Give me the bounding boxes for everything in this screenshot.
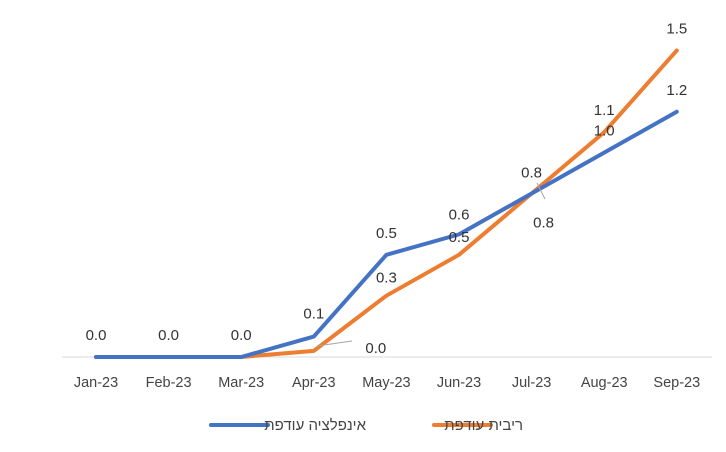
x-tick-label: May-23 [362,375,410,391]
x-tick-label: Jan-23 [74,375,118,391]
x-tick-label: Mar-23 [218,375,264,391]
x-tick-label: Feb-23 [146,375,192,391]
x-tick-label: Jul-23 [512,375,552,391]
data-label: 0.3 [376,270,397,287]
x-tick-label: Apr-23 [292,375,336,391]
data-label: 0.1 [303,306,324,323]
data-label: 0.8 [533,215,554,232]
data-label: 0.0 [365,340,386,357]
data-label: 0.0 [158,327,179,344]
data-label: 0.5 [376,225,397,242]
x-tick-label: Aug-23 [581,375,628,391]
legend-label: אינפלציה עודפת [264,417,366,434]
data-label: 0.0 [231,327,252,344]
x-tick-label: Sep-23 [653,375,700,391]
leader-line [536,182,546,200]
series-group [94,48,679,359]
legend-label: ריבית עודפת [444,417,523,434]
data-label: 1.2 [666,82,687,99]
series-line [94,109,679,359]
data-label: 0.6 [449,206,470,223]
data-label: 0.5 [449,229,470,246]
leader-line [316,340,353,347]
data-label: 1.1 [594,102,615,119]
data-label-group: 0.0 0.0 0.0 0.1 0.5 0.6 0.8 1.0 1.2 0.0 0.3 0.5 0.8 1… [86,20,688,356]
x-tick-group: Jan-23 Feb-23 Mar-23 Apr-23 May-23 Jun-23 Jul-… [74,375,700,391]
data-label: 0.0 [86,327,107,344]
x-tick-label: Jun-23 [437,375,481,391]
data-label: 1.0 [594,123,615,140]
data-label: 0.8 [521,165,542,182]
legend: אינפלציה עודפת ריבית עודפת [209,417,523,434]
data-label: 1.5 [666,20,687,37]
series-line [94,48,679,359]
